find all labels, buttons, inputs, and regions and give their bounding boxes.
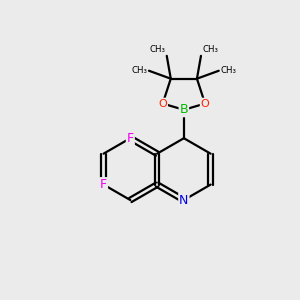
Text: N: N bbox=[179, 194, 188, 207]
Text: B: B bbox=[179, 103, 188, 116]
Text: F: F bbox=[100, 178, 107, 191]
Text: CH₃: CH₃ bbox=[131, 66, 148, 75]
Text: CH₃: CH₃ bbox=[220, 66, 236, 75]
Text: O: O bbox=[158, 99, 167, 109]
Text: F: F bbox=[127, 132, 134, 145]
Text: O: O bbox=[201, 99, 209, 109]
Text: CH₃: CH₃ bbox=[202, 45, 218, 54]
Text: CH₃: CH₃ bbox=[149, 45, 165, 54]
